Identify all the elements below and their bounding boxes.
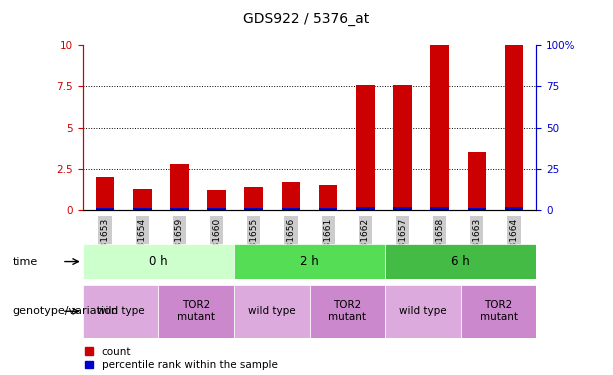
- Text: TOR2
mutant: TOR2 mutant: [177, 300, 215, 322]
- Bar: [385, 244, 536, 279]
- Bar: [170, 208, 189, 210]
- Bar: [356, 207, 375, 210]
- Text: 0 h: 0 h: [149, 255, 168, 268]
- Bar: [356, 85, 375, 210]
- Bar: [385, 285, 461, 338]
- Text: time: time: [12, 256, 37, 267]
- Bar: [245, 187, 263, 210]
- Text: wild type: wild type: [248, 306, 295, 316]
- Legend: count, percentile rank within the sample: count, percentile rank within the sample: [85, 346, 278, 370]
- Bar: [310, 285, 385, 338]
- Text: GDS922 / 5376_at: GDS922 / 5376_at: [243, 12, 370, 26]
- Text: TOR2
mutant: TOR2 mutant: [329, 300, 367, 322]
- Bar: [83, 285, 158, 338]
- Bar: [83, 244, 234, 279]
- Bar: [468, 207, 486, 210]
- Text: 6 h: 6 h: [451, 255, 470, 268]
- Bar: [245, 208, 263, 210]
- Bar: [393, 207, 412, 210]
- Bar: [170, 164, 189, 210]
- Bar: [234, 244, 385, 279]
- Bar: [133, 189, 151, 210]
- Bar: [207, 190, 226, 210]
- Bar: [133, 208, 151, 210]
- Text: genotype/variation: genotype/variation: [12, 306, 118, 316]
- Bar: [430, 207, 449, 210]
- Bar: [319, 185, 337, 210]
- Bar: [468, 152, 486, 210]
- Bar: [158, 285, 234, 338]
- Bar: [461, 285, 536, 338]
- Text: wild type: wild type: [399, 306, 447, 316]
- Bar: [234, 285, 310, 338]
- Bar: [96, 208, 115, 210]
- Bar: [393, 85, 412, 210]
- Bar: [430, 45, 449, 210]
- Bar: [282, 208, 300, 210]
- Bar: [504, 45, 524, 210]
- Text: wild type: wild type: [97, 306, 145, 316]
- Bar: [504, 207, 524, 210]
- Bar: [207, 208, 226, 210]
- Bar: [319, 208, 337, 210]
- Bar: [96, 177, 115, 210]
- Bar: [282, 182, 300, 210]
- Text: TOR2
mutant: TOR2 mutant: [479, 300, 517, 322]
- Text: 2 h: 2 h: [300, 255, 319, 268]
